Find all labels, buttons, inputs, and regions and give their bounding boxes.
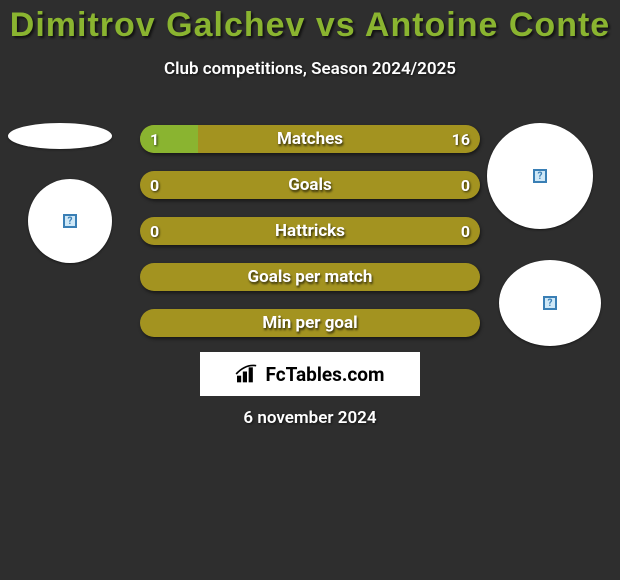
image-placeholder-icon: ? <box>543 296 557 310</box>
player-right-avatar-1: ? <box>487 123 593 229</box>
generated-date: 6 november 2024 <box>0 408 620 428</box>
comparison-subtitle: Club competitions, Season 2024/2025 <box>0 59 620 79</box>
image-placeholder-icon: ? <box>63 214 77 228</box>
stat-bar: 116Matches <box>140 125 480 153</box>
stat-bar: 00Hattricks <box>140 217 480 245</box>
stat-bar: Min per goal <box>140 309 480 337</box>
logo-text: FcTables.com <box>265 363 384 386</box>
image-placeholder-icon: ? <box>533 169 547 183</box>
fctables-logo: FcTables.com <box>200 352 420 396</box>
player-left-avatar: ? <box>28 179 112 263</box>
stat-label: Goals <box>140 171 480 199</box>
stat-bars: 116Matches 00Goals 00Hattricks Goals per ma… <box>140 125 480 355</box>
stat-label: Min per goal <box>140 309 480 337</box>
comparison-title: Dimitrov Galchev vs Antoine Conte <box>0 0 620 45</box>
stat-label: Matches <box>140 125 480 153</box>
bar-chart-icon <box>235 364 259 384</box>
stat-label: Goals per match <box>140 263 480 291</box>
stat-bar: 00Goals <box>140 171 480 199</box>
stat-label: Hattricks <box>140 217 480 245</box>
stat-bar: Goals per match <box>140 263 480 291</box>
player-left-mask <box>8 123 112 149</box>
player-right-avatar-2: ? <box>499 260 601 346</box>
